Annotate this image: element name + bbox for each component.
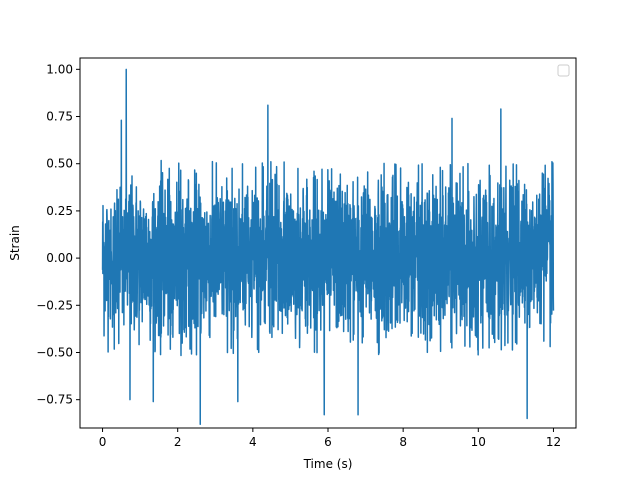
x-tick-label: 12: [546, 435, 561, 449]
x-axis: 0 2 4 6 8 10 12: [99, 428, 561, 449]
y-tick-label: 0.00: [46, 251, 73, 265]
y-tick-label: 0.25: [46, 204, 73, 218]
y-tick-label: −0.75: [36, 393, 73, 407]
y-axis-label: Strain: [8, 225, 22, 261]
plot-area: [101, 68, 555, 425]
y-tick-label: −0.50: [36, 345, 73, 359]
legend: [557, 64, 570, 77]
x-tick-label: 4: [249, 435, 257, 449]
x-axis-label: Time (s): [303, 457, 353, 471]
y-tick-label: 1.00: [46, 62, 73, 76]
y-axis: −0.75 −0.50 −0.25 0.00 0.25 0.50 0.75 1.00: [36, 62, 80, 407]
legend-box: [557, 64, 570, 77]
x-tick-label: 0: [99, 435, 107, 449]
y-tick-label: 0.75: [46, 110, 73, 124]
x-tick-label: 8: [399, 435, 407, 449]
y-tick-label: −0.25: [36, 298, 73, 312]
signal-series-line: [101, 68, 555, 425]
x-tick-label: 2: [174, 435, 182, 449]
x-tick-label: 6: [324, 435, 332, 449]
x-tick-label: 10: [471, 435, 486, 449]
y-tick-label: 0.50: [46, 157, 73, 171]
axes-frame: [79, 57, 577, 429]
